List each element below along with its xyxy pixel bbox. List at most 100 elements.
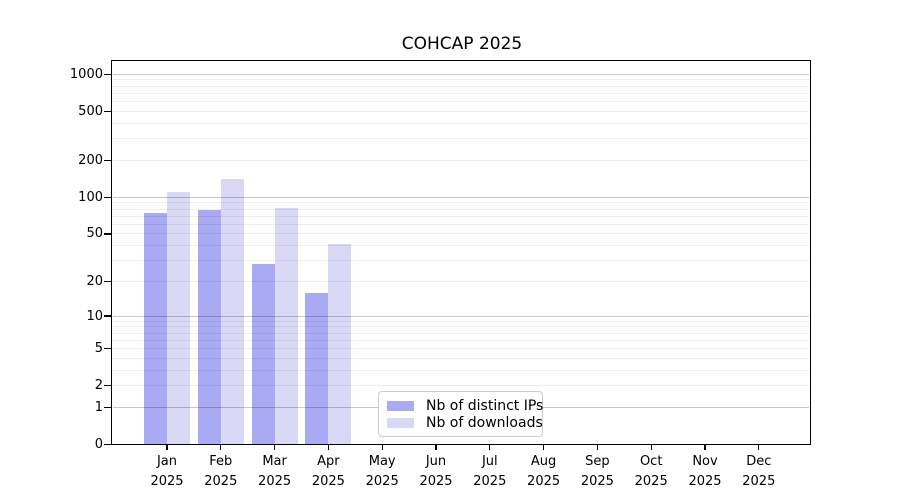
minor-gridline: [113, 223, 809, 225]
x-axis-tick: [327, 445, 330, 450]
x-axis-tick: [381, 445, 383, 450]
minor-gridline: [113, 369, 809, 371]
y-axis-tick-label: 500: [78, 103, 103, 119]
legend: Nb of distinct IPs Nb of downloads: [378, 391, 543, 437]
minor-gridline: [113, 85, 809, 87]
year-label: 2025: [365, 473, 399, 489]
month-label: Apr: [317, 454, 340, 469]
y-axis-tick: [104, 347, 111, 350]
month-label: Nov: [692, 454, 718, 469]
minor-gridline: [113, 339, 809, 341]
chart-title: COHCAP 2025: [401, 34, 523, 54]
year-label: 2025: [580, 473, 614, 489]
year-label: 2025: [258, 473, 292, 489]
year-label: 2025: [204, 473, 238, 489]
minor-gridline: [113, 79, 809, 81]
x-axis-tick: [704, 445, 706, 450]
y-axis-tick: [104, 196, 111, 198]
x-axis-tick-label: Jun 2025: [408, 452, 464, 491]
month-label: Mar: [262, 454, 287, 469]
y-axis-tick-label: 1: [94, 399, 103, 415]
x-axis-tick: [435, 445, 437, 450]
year-label: 2025: [742, 473, 776, 489]
minor-gridline: [113, 202, 809, 204]
x-axis-tick-label: Feb 2025: [193, 452, 249, 491]
y-axis-tick-label: 1000: [69, 66, 103, 82]
x-axis-tick: [489, 445, 491, 450]
minor-gridline: [113, 159, 809, 161]
year-label: 2025: [311, 473, 345, 489]
x-axis-tick-label: Nov 2025: [677, 452, 733, 491]
y-axis-tick: [104, 315, 111, 317]
legend-label: Nb of downloads: [426, 415, 543, 432]
minor-gridline: [113, 385, 809, 387]
month-label: Sep: [585, 454, 610, 469]
month-label: Aug: [530, 454, 557, 469]
y-axis-tick-label: 50: [86, 226, 103, 242]
bar-downloads-feb: [220, 178, 244, 445]
bar-distinct-ips-feb: [197, 209, 221, 445]
minor-gridline: [113, 233, 809, 235]
y-axis-tick: [104, 233, 111, 235]
y-axis-tick-label: 0: [94, 437, 103, 453]
y-axis-tick: [104, 73, 111, 76]
x-axis-tick: [166, 445, 168, 450]
minor-gridline: [113, 357, 809, 359]
y-axis-tick: [104, 385, 111, 387]
minor-gridline: [113, 332, 809, 334]
minor-gridline: [113, 122, 809, 124]
x-axis-tick-label: May 2025: [354, 452, 410, 491]
month-label: Jun: [425, 454, 447, 469]
y-axis-tick: [104, 110, 111, 113]
y-axis-tick-label: 200: [78, 152, 103, 168]
bar-downloads-jan: [167, 192, 190, 445]
x-axis-tick-label: Dec 2025: [731, 452, 787, 491]
minor-gridline: [113, 92, 809, 94]
major-gridline: [113, 315, 809, 317]
major-gridline: [113, 73, 809, 75]
month-label: Jul: [481, 454, 498, 469]
minor-gridline: [113, 101, 809, 103]
minor-gridline: [113, 320, 809, 322]
month-label: Feb: [209, 454, 233, 469]
y-axis-tick-label: 2: [94, 378, 103, 394]
major-gridline: [113, 196, 809, 198]
y-axis-tick: [104, 406, 111, 409]
x-axis-tick-label: Oct 2025: [623, 452, 679, 491]
minor-gridline: [113, 138, 809, 140]
minor-gridline: [113, 110, 809, 112]
x-axis-tick-label: Aug 2025: [516, 452, 572, 491]
legend-swatch-downloads: [387, 418, 414, 429]
y-axis-tick-label: 100: [78, 189, 103, 205]
minor-gridline: [113, 260, 809, 262]
x-axis-tick-label: Sep 2025: [569, 452, 625, 491]
x-axis-tick: [650, 445, 652, 450]
y-axis-tick-label: 10: [86, 308, 103, 324]
year-label: 2025: [473, 473, 507, 489]
y-axis-tick: [104, 280, 111, 283]
year-label: 2025: [634, 473, 668, 489]
x-axis-tick-label: Mar 2025: [247, 452, 303, 491]
month-label: May: [368, 454, 396, 469]
x-axis-tick: [758, 445, 760, 450]
bar-distinct-ips-jan: [144, 212, 167, 445]
month-label: Oct: [639, 454, 663, 469]
bar-distinct-ips-apr: [305, 292, 329, 445]
x-axis-tick: [220, 445, 222, 450]
x-axis-tick-label: Jan 2025: [139, 452, 195, 491]
bar-downloads-mar: [274, 207, 298, 445]
bar-distinct-ips-mar: [251, 264, 275, 445]
minor-gridline: [113, 215, 809, 217]
year-label: 2025: [419, 473, 453, 489]
year-label: 2025: [150, 473, 184, 489]
minor-gridline: [113, 280, 809, 282]
legend-item-downloads: Nb of downloads: [387, 415, 543, 433]
bar-downloads-apr: [328, 244, 352, 445]
minor-gridline: [113, 348, 809, 350]
y-axis-tick-label: 20: [86, 273, 103, 289]
year-label: 2025: [688, 473, 722, 489]
y-axis-tick: [104, 443, 111, 446]
y-axis-tick-label: 5: [94, 341, 103, 357]
minor-gridline: [113, 208, 809, 210]
